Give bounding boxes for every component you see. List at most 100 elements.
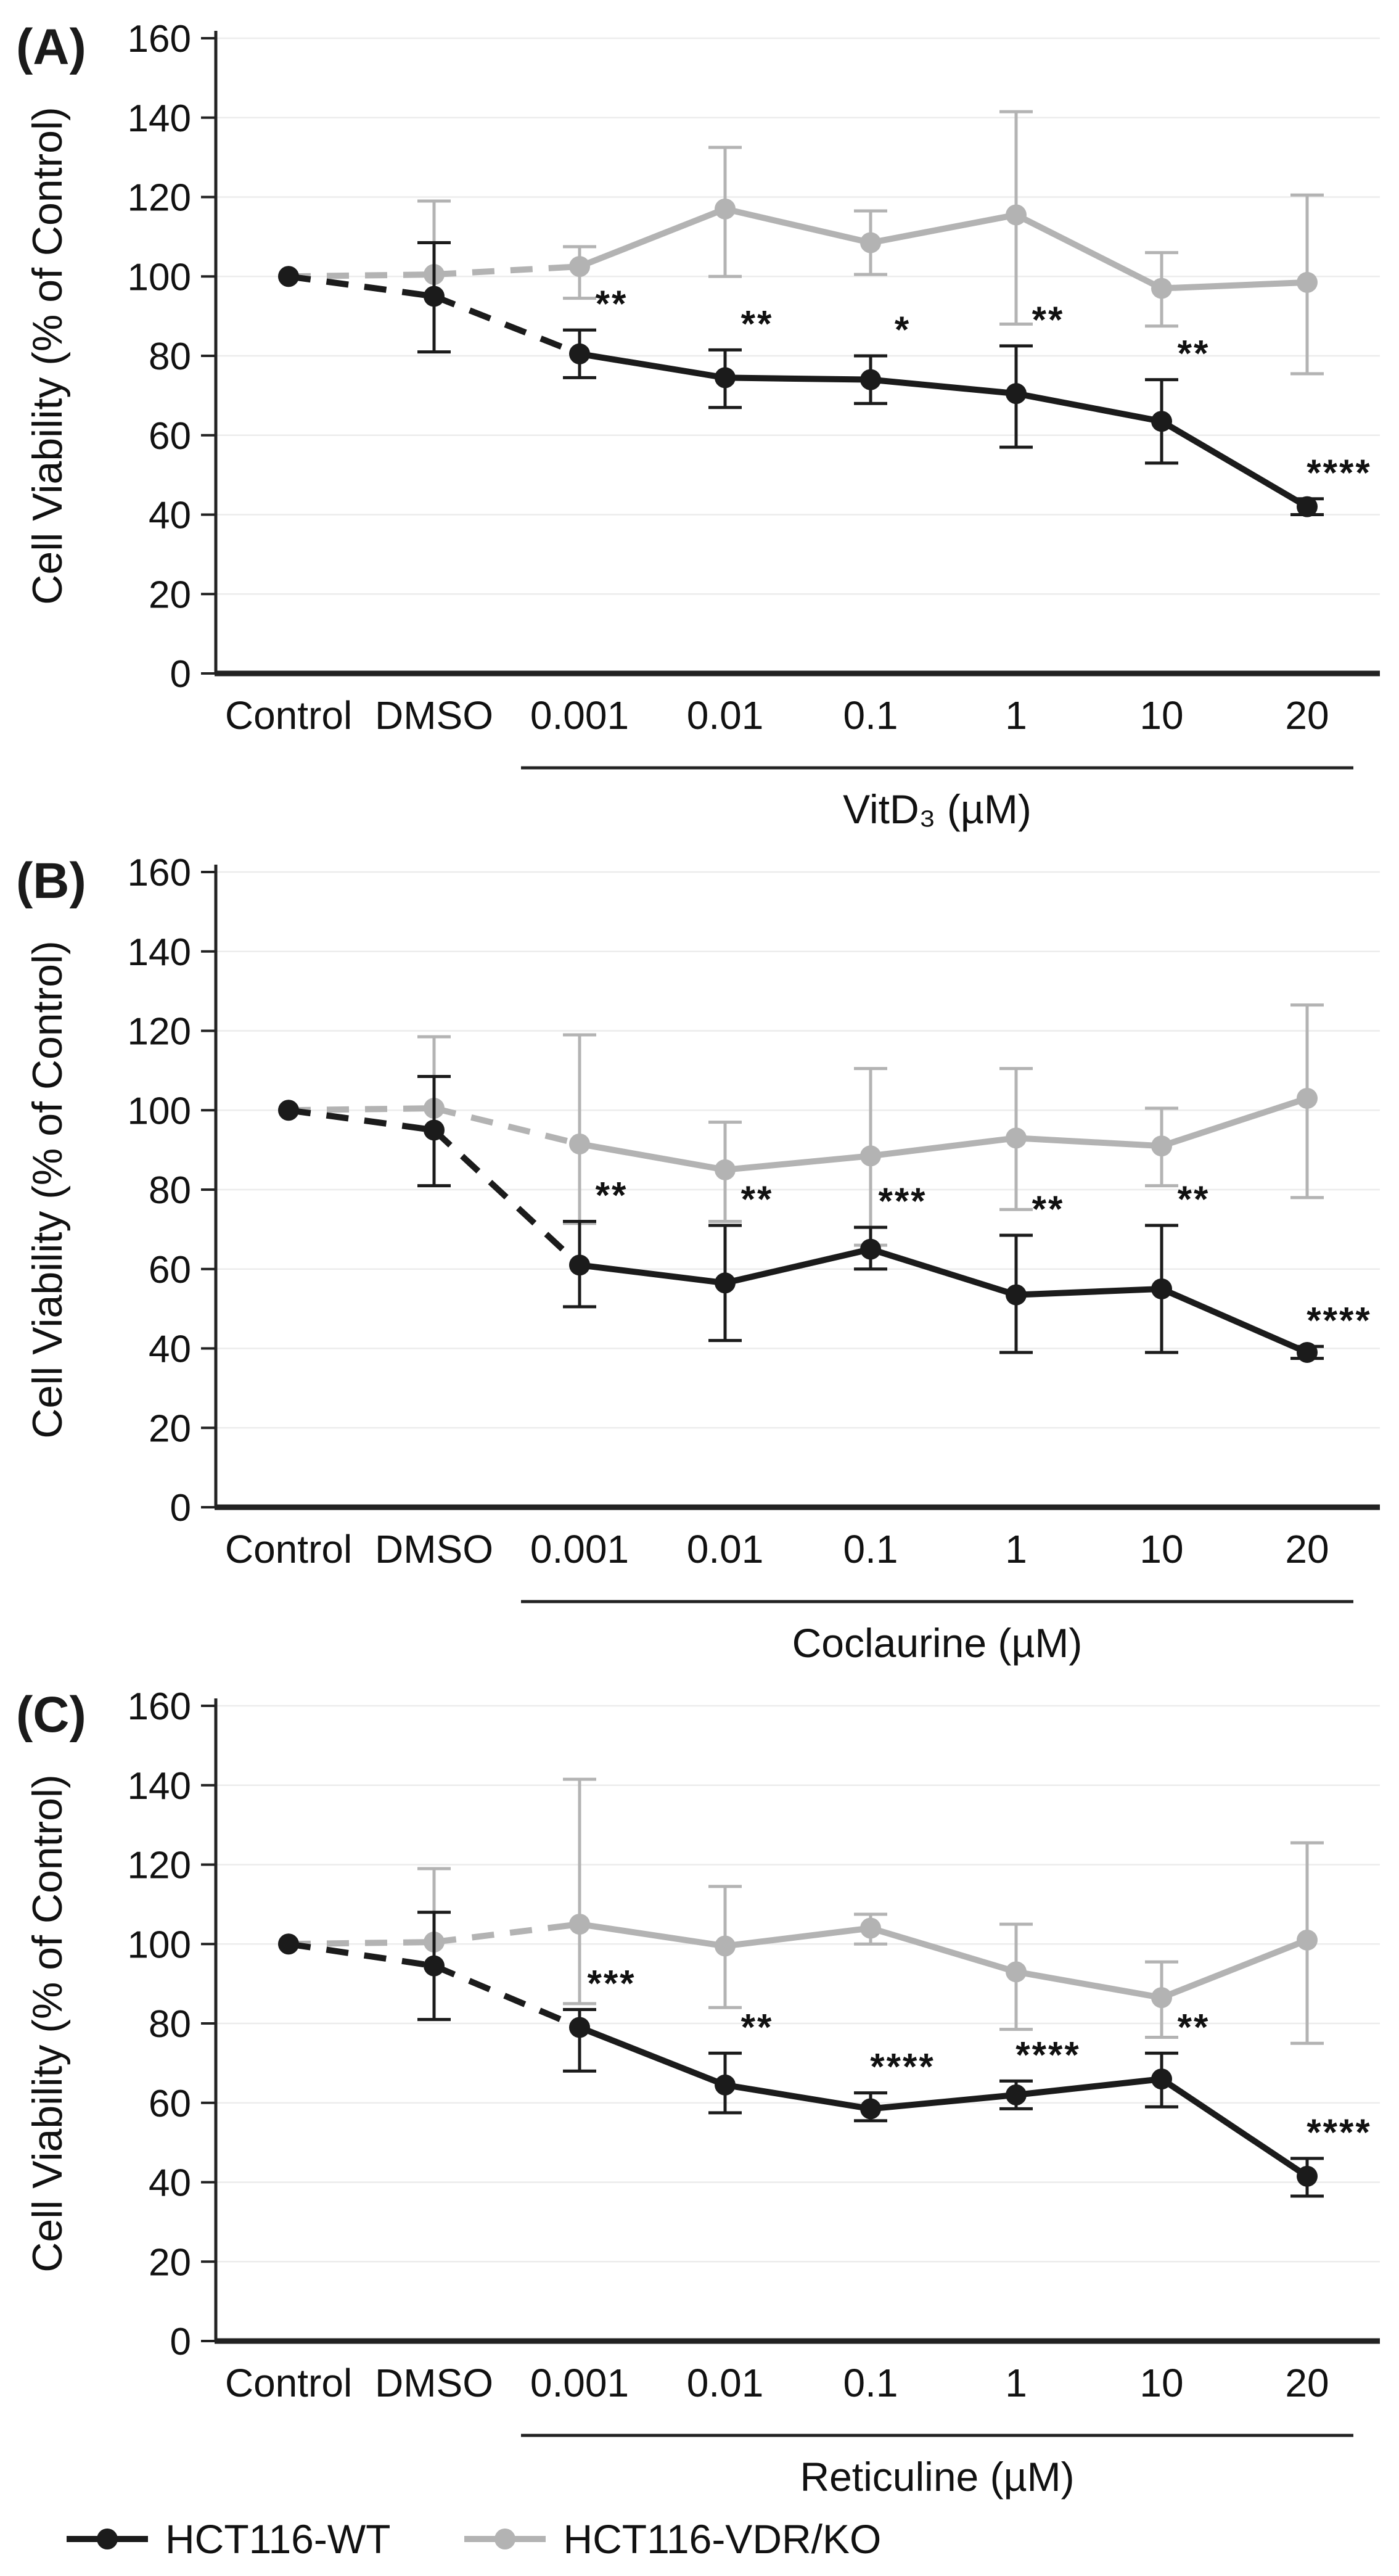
series-segment xyxy=(1161,279,1308,292)
significance-label: ** xyxy=(741,2006,774,2047)
series-segment xyxy=(870,1135,1017,1159)
series-segment xyxy=(724,1246,872,1286)
significance-label: **** xyxy=(1307,2112,1371,2153)
x-tick-label: Control xyxy=(225,1527,352,1571)
data-point xyxy=(1297,2165,1318,2187)
y-tick-label: 120 xyxy=(128,177,191,220)
data-point xyxy=(1006,204,1027,226)
legend-label-vdr-ko: HCT116-VDR/KO xyxy=(563,2516,882,2562)
data-point xyxy=(1151,2068,1172,2090)
data-point xyxy=(860,1145,881,1167)
y-tick-label: 20 xyxy=(149,2241,191,2284)
x-tick-label: 0.001 xyxy=(530,2361,629,2405)
y-tick-label: 100 xyxy=(128,256,191,298)
data-point xyxy=(715,1159,736,1180)
data-point xyxy=(1151,278,1172,299)
y-tick-label: 80 xyxy=(149,1169,191,1212)
data-point xyxy=(1151,1278,1172,1299)
y-tick-label: 140 xyxy=(128,931,191,974)
significance-label: *** xyxy=(587,1962,636,2004)
data-point xyxy=(715,2074,736,2096)
series-segment xyxy=(432,1127,582,1267)
series-segment xyxy=(724,2081,871,2112)
x-tick-label: DMSO xyxy=(375,693,493,738)
significance-label: ** xyxy=(1178,2006,1210,2047)
data-point xyxy=(1297,496,1318,517)
data-point xyxy=(1151,1987,1172,2009)
series-segment xyxy=(1160,1095,1308,1149)
y-tick-label: 80 xyxy=(149,2003,191,2046)
data-point xyxy=(1297,1087,1318,1109)
x-tick-label: 20 xyxy=(1285,693,1329,738)
significance-label: ** xyxy=(1178,333,1210,374)
x-tick-label: 0.1 xyxy=(843,693,898,738)
data-point xyxy=(715,1272,736,1294)
dose-axis-label: VitD₃ (µM) xyxy=(843,786,1032,832)
y-tick-label: 100 xyxy=(128,1924,191,1966)
panel-letter: (A) xyxy=(16,19,86,75)
significance-label: **** xyxy=(1015,2034,1080,2075)
series-segment xyxy=(433,1921,580,1945)
data-point xyxy=(860,1238,881,1260)
significance-label: ** xyxy=(1032,1188,1065,1230)
data-point xyxy=(1006,1961,1027,1983)
y-tick-label: 140 xyxy=(128,97,191,140)
y-tick-label: 40 xyxy=(149,1328,191,1371)
data-point xyxy=(424,1119,445,1141)
data-point xyxy=(424,286,445,307)
x-tick-label: Control xyxy=(225,693,352,738)
panel-letter: (B) xyxy=(16,853,86,909)
y-tick-label: 40 xyxy=(149,495,191,537)
series-segment xyxy=(1015,1285,1162,1298)
data-point xyxy=(278,266,299,287)
significance-label: ** xyxy=(741,1179,774,1220)
series-segment xyxy=(288,273,435,300)
series-segment xyxy=(288,1939,435,1948)
series-segment xyxy=(724,205,872,246)
y-tick-label: 120 xyxy=(128,1845,191,1887)
x-tick-label: 0.01 xyxy=(687,2361,764,2405)
data-point xyxy=(715,1935,736,1957)
vdr-ko-series-marker-icon xyxy=(464,2528,546,2549)
series-segment xyxy=(870,212,1017,246)
y-tick-label: 60 xyxy=(149,415,191,458)
x-tick-label: 1 xyxy=(1005,693,1027,738)
y-tick-label: 0 xyxy=(170,2321,191,2363)
x-tick-label: 1 xyxy=(1005,1527,1027,1571)
x-tick-label: 10 xyxy=(1139,2361,1183,2405)
x-tick-label: DMSO xyxy=(375,2361,493,2405)
x-tick-label: 20 xyxy=(1285,2361,1329,2405)
data-point xyxy=(1151,1135,1172,1157)
series-segment xyxy=(724,1153,871,1173)
data-point xyxy=(1006,1284,1027,1306)
significance-label: ** xyxy=(596,283,628,324)
series-segment xyxy=(1015,2076,1162,2098)
series-segment xyxy=(869,1246,1017,1298)
y-tick-label: 20 xyxy=(149,1407,191,1450)
data-point xyxy=(569,1914,590,1935)
significance-label: ** xyxy=(596,1175,628,1216)
y-tick-label: 160 xyxy=(128,1685,191,1728)
y-tick-label: 160 xyxy=(128,18,191,60)
x-tick-label: 0.01 xyxy=(687,1527,764,1571)
x-tick-label: 0.01 xyxy=(687,693,764,738)
dose-axis-label: Coclaurine (µM) xyxy=(792,1620,1083,1666)
series-segment xyxy=(1015,1135,1162,1150)
series-segment xyxy=(724,1925,871,1949)
series-HCT116-WT: ** ** *** ** ****** xyxy=(278,1075,1371,1363)
y-axis-title: Cell Viability (% of Control) xyxy=(24,940,71,1438)
data-point xyxy=(860,2098,881,2120)
significance-label: **** xyxy=(1307,1299,1371,1341)
series-segment xyxy=(578,2024,726,2088)
y-tick-label: 160 xyxy=(128,852,191,894)
data-point xyxy=(569,2017,590,2038)
series-segment xyxy=(1160,1937,1308,2001)
y-tick-label: 0 xyxy=(170,653,191,696)
dose-axis-label: Reticuline (µM) xyxy=(800,2454,1074,2500)
series-segment xyxy=(1015,390,1162,425)
y-tick-label: 40 xyxy=(149,2162,191,2205)
y-axis-title: Cell Viability (% of Control) xyxy=(24,107,71,604)
